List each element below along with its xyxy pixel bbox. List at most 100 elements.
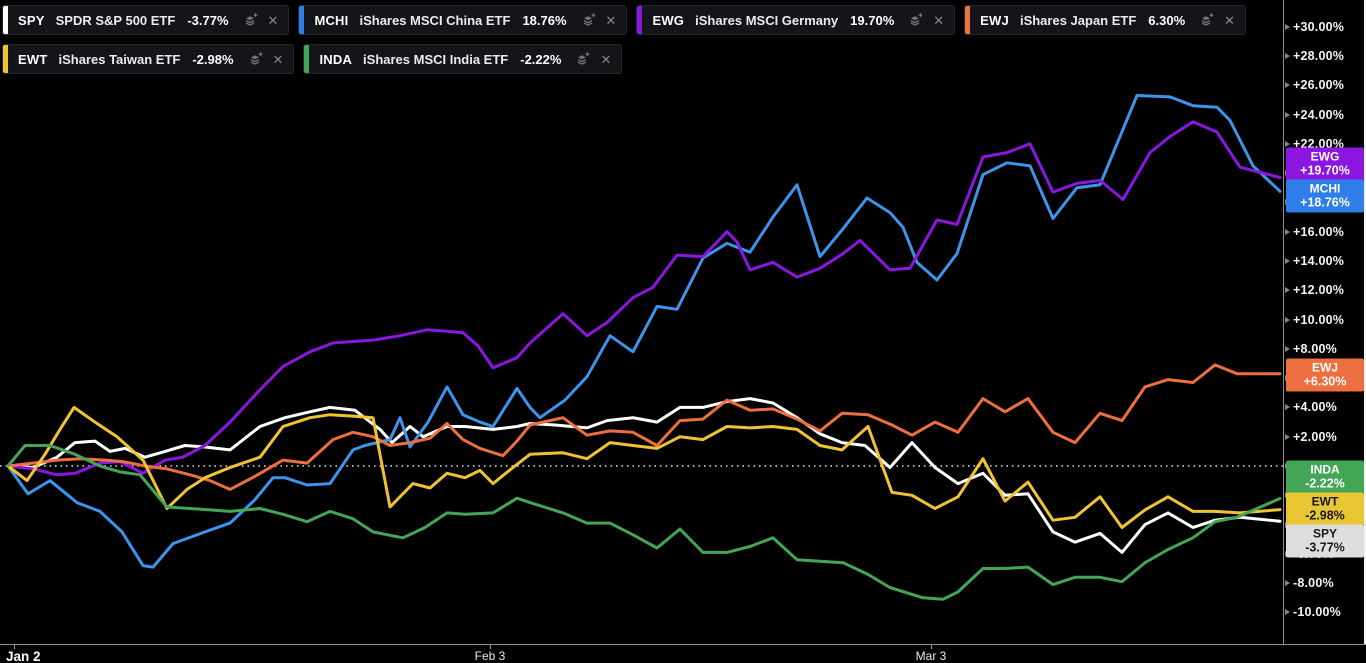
- series-line-ewj[interactable]: [6, 363, 1282, 491]
- layers-plus-icon[interactable]: [580, 12, 597, 29]
- price-label-ticker: EWT: [1311, 494, 1339, 509]
- window-edge: [1364, 0, 1366, 644]
- price-tick-label: +28.00%: [1293, 48, 1345, 63]
- price-tick-label: +30.00%: [1293, 19, 1345, 34]
- series-color-bar: [299, 6, 305, 34]
- legend-chip-ewt[interactable]: EWT iShares Taiwan ETF -2.98% ✕: [2, 44, 295, 74]
- series-color-bar: [965, 6, 971, 34]
- legend-chip-ewg[interactable]: EWG iShares MSCI Germany 19.70% ✕: [636, 5, 956, 35]
- legend-chip-ewj[interactable]: EWJ iShares Japan ETF 6.30% ✕: [964, 5, 1247, 35]
- time-tick-label: Feb 3: [474, 649, 506, 663]
- series-color-bar: [637, 6, 643, 34]
- price-tick-label: +8.00%: [1293, 341, 1337, 356]
- layers-plus-icon[interactable]: [247, 51, 264, 68]
- price-tick-arrow: [1285, 287, 1290, 294]
- price-tick-label: -8.00%: [1293, 576, 1334, 591]
- legend-icons: ✕: [580, 12, 617, 29]
- price-tick-label: +4.00%: [1293, 400, 1337, 415]
- legend-change: 6.30%: [1148, 12, 1186, 28]
- time-tick-mark: [490, 645, 491, 649]
- price-tick-label: +24.00%: [1293, 107, 1345, 122]
- series-line-inda[interactable]: [6, 444, 1282, 601]
- close-icon[interactable]: ✕: [600, 51, 612, 67]
- price-tick-label: +12.00%: [1293, 283, 1345, 298]
- compare-legend: SPY SPDR S&P 500 ETF -3.77% ✕ MCHI iShar…: [2, 5, 1247, 83]
- chart-plot-area[interactable]: [0, 0, 1283, 644]
- legend-change: 18.76%: [522, 12, 567, 28]
- price-tick-label: +14.00%: [1293, 253, 1345, 268]
- price-label-value: +6.30%: [1303, 374, 1347, 389]
- series-line-ewt[interactable]: [6, 405, 1282, 529]
- price-tick-arrow: [1285, 111, 1290, 118]
- legend-ticker: EWT: [18, 51, 48, 67]
- price-tick-label: +22.00%: [1293, 136, 1345, 151]
- legend-name: iShares MSCI Germany: [695, 12, 839, 28]
- price-tick-label: +16.00%: [1293, 224, 1345, 239]
- price-label-ewg: EWG +19.70%: [1286, 147, 1364, 181]
- time-axis[interactable]: Jan 2 Feb 3 Mar 3: [0, 644, 1366, 663]
- legend-ticker: EWJ: [980, 12, 1009, 28]
- series-color-bar: [304, 45, 310, 73]
- price-label-ticker: EWJ: [1311, 360, 1338, 375]
- price-tick-arrow: [1285, 228, 1290, 235]
- series-line-spy[interactable]: [6, 397, 1282, 554]
- legend-ticker: MCHI: [314, 12, 349, 28]
- price-label-value: -3.77%: [1305, 540, 1345, 555]
- series-line-mchi[interactable]: [6, 94, 1282, 569]
- price-tick-label: +26.00%: [1293, 78, 1345, 93]
- price-label-ticker: INDA: [1310, 462, 1340, 477]
- price-tick-arrow: [1285, 52, 1290, 59]
- legend-name: SPDR S&P 500 ETF: [55, 12, 176, 28]
- legend-change: -3.77%: [187, 12, 229, 28]
- price-label-value: -2.22%: [1305, 476, 1345, 491]
- layers-plus-icon[interactable]: [242, 12, 259, 29]
- legend-change: -2.98%: [192, 51, 234, 67]
- series-line-ewg[interactable]: [6, 120, 1282, 477]
- legend-ticker: SPY: [18, 12, 45, 28]
- price-tick-arrow: [1285, 23, 1290, 30]
- legend-name: iShares MSCI China ETF: [359, 12, 511, 28]
- price-label-inda: INDA -2.22%: [1286, 460, 1364, 494]
- price-tick-arrow: [1285, 433, 1290, 440]
- price-tick-arrow: [1285, 257, 1290, 264]
- close-icon[interactable]: ✕: [272, 51, 284, 67]
- legend-icons: ✕: [574, 51, 611, 68]
- legend-row-1: SPY SPDR S&P 500 ETF -3.77% ✕ MCHI iShar…: [2, 5, 1247, 35]
- layers-plus-icon[interactable]: [1198, 12, 1215, 29]
- legend-change: -2.22%: [520, 51, 562, 67]
- layers-plus-icon[interactable]: [574, 51, 591, 68]
- price-label-ticker: MCHI: [1309, 181, 1341, 196]
- price-axis[interactable]: +30.00%+28.00%+26.00%+24.00%+22.00%+20.0…: [1283, 0, 1364, 644]
- price-tick-arrow: [1285, 140, 1290, 147]
- legend-ticker: EWG: [652, 12, 685, 28]
- close-icon[interactable]: ✕: [605, 12, 617, 28]
- legend-name: iShares Japan ETF: [1019, 12, 1137, 28]
- price-label-ticker: EWG: [1310, 149, 1340, 164]
- time-tick-mark: [931, 645, 932, 649]
- price-label-spy: SPY -3.77%: [1286, 524, 1364, 558]
- time-tick-mark: [14, 645, 15, 649]
- price-tick-arrow: [1285, 580, 1290, 587]
- close-icon[interactable]: ✕: [933, 12, 945, 28]
- price-tick-arrow: [1285, 316, 1290, 323]
- time-tick-label: Mar 3: [915, 649, 947, 663]
- legend-chip-inda[interactable]: INDA iShares MSCI India ETF -2.22% ✕: [303, 44, 623, 74]
- time-tick-label: Jan 2: [6, 649, 41, 663]
- close-icon[interactable]: ✕: [267, 12, 279, 28]
- price-tick-arrow: [1285, 345, 1290, 352]
- price-tick-label: -10.00%: [1293, 605, 1341, 620]
- price-tick-label: +10.00%: [1293, 312, 1345, 327]
- price-label-ewj: EWJ +6.30%: [1286, 358, 1364, 392]
- legend-icons: ✕: [242, 12, 279, 29]
- legend-change: 19.70%: [850, 12, 895, 28]
- legend-chip-mchi[interactable]: MCHI iShares MSCI China ETF 18.76% ✕: [298, 5, 628, 35]
- price-label-value: +18.76%: [1300, 195, 1350, 210]
- price-tick-arrow: [1285, 404, 1290, 411]
- price-label-ewt: EWT -2.98%: [1286, 492, 1364, 526]
- legend-icons: ✕: [907, 12, 944, 29]
- layers-plus-icon[interactable]: [907, 12, 924, 29]
- legend-row-2: EWT iShares Taiwan ETF -2.98% ✕ INDA iSh…: [2, 44, 1246, 74]
- close-icon[interactable]: ✕: [1224, 12, 1236, 28]
- legend-chip-spy[interactable]: SPY SPDR S&P 500 ETF -3.77% ✕: [2, 5, 290, 35]
